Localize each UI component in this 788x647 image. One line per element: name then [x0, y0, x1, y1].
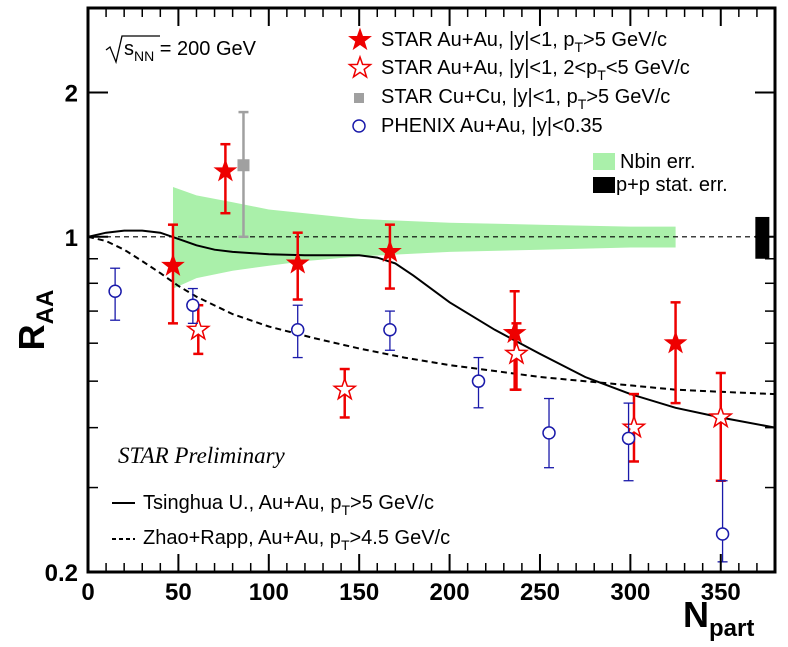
x-tick-label-2: 100 [249, 579, 289, 606]
legend-square-pre: STAR Cu+Cu, |y|<1, p [381, 86, 578, 108]
data-point-star-filled-1 [213, 158, 238, 182]
data-point-star-open-3 [621, 414, 647, 439]
legend-label-ppbox: p+p stat. err. [616, 174, 728, 196]
data-point-square-0 [237, 159, 250, 172]
data-point-star-filled-4 [502, 320, 527, 344]
model-curve-dashed [87, 235, 776, 396]
energy-s: s [124, 38, 134, 60]
legend-ppbox: p+p stat. err. [593, 174, 728, 196]
data-point-star-filled-0 [161, 253, 185, 276]
legend-marker-ppbox [593, 177, 615, 193]
legend-star-filled: STAR Au+Au, |y|<1, pT>5 GeV/c [348, 27, 667, 55]
legend-label-square: STAR Cu+Cu, |y|<1, pT>5 GeV/c [381, 86, 670, 112]
legend-square-post: >5 GeV/c [586, 86, 670, 108]
legend-marker-star-open [347, 54, 373, 79]
x-axis-title-main: N [683, 594, 709, 635]
legend-star-open-pre: STAR Au+Au, |y|<1, 2<p [381, 57, 597, 79]
legend-label-curve-solid: Tsinghua U., Au+Au, pT>5 GeV/c [143, 492, 434, 518]
legend-curve-dashed-post: >4.5 GeV/c [350, 527, 451, 549]
legend-label-band: Nbin err. [620, 151, 696, 173]
pp-stat-error-box [755, 216, 770, 259]
model-curve-solid [87, 229, 776, 429]
data-point-star-filled-3 [378, 239, 402, 263]
bands-layer [173, 187, 676, 289]
legend-square-sub: T [578, 96, 587, 112]
y-tick-label-2: 2 [65, 80, 78, 107]
legend-marker-star-filled [348, 27, 372, 51]
y-axis-title: RAA [11, 290, 59, 351]
data-point-circle-0 [108, 284, 122, 298]
sqrt-symbol [105, 35, 160, 65]
y-axis-title-sub: AA [32, 290, 59, 325]
data-point-circle-3 [383, 323, 397, 337]
legend-star-filled-pre: STAR Au+Au, |y|<1, p [381, 29, 574, 51]
x-tick-label-0: 0 [81, 579, 94, 606]
x-tick-label-5: 250 [520, 579, 560, 606]
points-layer [108, 110, 734, 563]
legend-star-open: STAR Au+Au, |y|<1, 2<pT<5 GeV/c [347, 54, 690, 83]
y-axis-title-main: R [11, 324, 52, 350]
nbin-error-band-0 [173, 187, 676, 289]
legend-label-circle: PHENIX Au+Au, |y|<0.35 [381, 115, 603, 137]
y-tick-label-1: 1 [65, 225, 78, 252]
legend-curve-solid: Tsinghua U., Au+Au, pT>5 GeV/c [112, 492, 434, 518]
legend-square: STAR Cu+Cu, |y|<1, pT>5 GeV/c [354, 86, 670, 112]
x-tick-label-6: 300 [610, 579, 650, 606]
legend-star-filled-sub: T [574, 39, 583, 55]
data-point-star-open-1 [332, 376, 358, 401]
legend-curve-solid-sub: T [341, 502, 350, 518]
curves-layer [87, 229, 776, 429]
energy-text: sNN = 200 GeV [124, 38, 257, 64]
x-tick-label-1: 50 [165, 579, 192, 606]
legend-top: STAR Au+Au, |y|<1, pT>5 GeV/c STAR Au+Au… [347, 27, 728, 196]
legend-curve-solid-pre: Tsinghua U., Au+Au, p [143, 492, 341, 514]
energy-label: sNN = 200 GeV [105, 35, 257, 65]
legend-bottom: Tsinghua U., Au+Au, pT>5 GeV/c Zhao+Rapp… [112, 492, 450, 553]
data-point-star-open-2 [503, 340, 530, 365]
data-point-circle-1 [186, 298, 200, 312]
x-tick-label-3: 150 [339, 579, 379, 606]
legend-marker-circle [352, 119, 366, 133]
legend-circle: PHENIX Au+Au, |y|<0.35 [352, 115, 603, 137]
legend-curve-dashed-pre: Zhao+Rapp, Au+Au, p [143, 527, 341, 549]
data-point-circle-2 [290, 323, 305, 337]
data-point-circle-7 [715, 527, 730, 541]
legend-curve-solid-post: >5 GeV/c [350, 492, 434, 514]
energy-sub: NN [134, 48, 154, 64]
data-point-circle-6 [621, 431, 636, 446]
legend-star-open-post: <5 GeV/c [606, 57, 690, 79]
legend-marker-band [593, 153, 615, 170]
legend-star-open-sub: T [597, 67, 606, 83]
legend-marker-square [354, 93, 364, 103]
legend-label-star-filled: STAR Au+Au, |y|<1, pT>5 GeV/c [381, 29, 667, 55]
ticks-layer [87, 7, 775, 573]
data-point-circle-5 [542, 426, 556, 440]
data-point-star-open-0 [185, 316, 211, 341]
data-point-star-filled-2 [285, 250, 310, 274]
x-axis-title: Npart [683, 594, 754, 642]
data-point-circle-4 [471, 374, 486, 388]
pp-box-layer [755, 216, 770, 259]
x-tick-label-7: 350 [701, 579, 741, 606]
legend-label-curve-dashed: Zhao+Rapp, Au+Au, pT>4.5 GeV/c [143, 527, 450, 553]
legend-curve-dashed: Zhao+Rapp, Au+Au, pT>4.5 GeV/c [112, 527, 450, 553]
data-point-star-filled-5 [663, 330, 688, 354]
legend-curve-dashed-sub: T [341, 537, 350, 553]
legend-band: Nbin err. [593, 151, 696, 173]
x-tick-label-4: 200 [430, 579, 470, 606]
legend-label-star-open: STAR Au+Au, |y|<1, 2<pT<5 GeV/c [381, 57, 690, 83]
tick-labels-layer: 0 50 100 150 200 250 300 350 0.2 1 2 [45, 80, 741, 606]
legend-star-filled-post: >5 GeV/c [583, 29, 667, 51]
data-point-star-open-4 [708, 404, 734, 429]
x-axis-title-sub: part [709, 615, 754, 642]
y-tick-label-0: 0.2 [45, 560, 78, 587]
energy-rest: = 200 GeV [154, 38, 256, 60]
preliminary-label: STAR Preliminary [118, 443, 286, 468]
